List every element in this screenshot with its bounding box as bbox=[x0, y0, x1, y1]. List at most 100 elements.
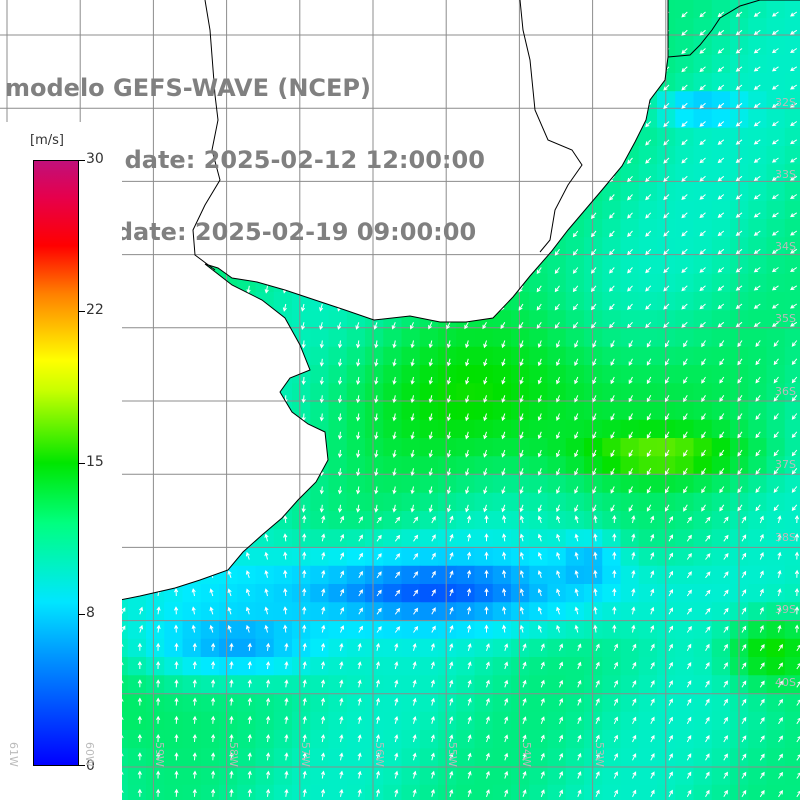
wind-arrow bbox=[771, 121, 779, 127]
wind-arrow bbox=[683, 413, 688, 421]
wind-arrow bbox=[737, 413, 743, 421]
wind-arrow bbox=[664, 486, 670, 494]
wind-arrow bbox=[593, 624, 598, 633]
wind-arrow bbox=[778, 644, 783, 652]
wind-arrow bbox=[376, 589, 382, 597]
wind-cell bbox=[492, 748, 512, 768]
wind-cell bbox=[584, 419, 603, 439]
colorbar-gradient bbox=[33, 160, 79, 766]
wind-cell bbox=[638, 237, 658, 257]
wind-cell bbox=[328, 711, 348, 731]
wind-arrow bbox=[394, 715, 399, 724]
wind-cell bbox=[419, 748, 439, 768]
wind-cell bbox=[620, 565, 640, 585]
wind-arrow bbox=[501, 468, 506, 476]
wind-arrow bbox=[410, 376, 415, 385]
wind-arrow bbox=[631, 569, 636, 578]
wind-cell bbox=[784, 602, 800, 622]
wind-arrow bbox=[773, 358, 779, 366]
wind-arrow bbox=[686, 698, 692, 706]
wind-cell bbox=[292, 693, 311, 713]
wind-arrow bbox=[796, 698, 800, 706]
wind-cell bbox=[200, 730, 220, 749]
wind-cell bbox=[675, 310, 695, 330]
wind-arrow bbox=[174, 715, 179, 724]
wind-cell bbox=[565, 474, 585, 494]
wind-cell bbox=[383, 675, 403, 695]
wind-arrow bbox=[681, 321, 688, 328]
wind-cell bbox=[675, 91, 695, 111]
wind-cell bbox=[456, 547, 476, 567]
wind-cell bbox=[492, 620, 512, 640]
wind-cell bbox=[401, 401, 421, 421]
wind-cell bbox=[492, 675, 512, 695]
wind-cell bbox=[219, 711, 238, 731]
wind-cell bbox=[693, 620, 713, 640]
wind-arrow bbox=[737, 504, 743, 512]
wind-cell bbox=[456, 474, 476, 494]
wind-cell bbox=[766, 584, 786, 603]
wind-arrow bbox=[590, 303, 597, 311]
wind-cell bbox=[693, 638, 713, 658]
wind-cell bbox=[620, 365, 640, 384]
wind-arrow bbox=[192, 660, 197, 670]
wind-cell bbox=[456, 383, 476, 403]
wind-cell bbox=[383, 346, 403, 366]
wind-arrow bbox=[612, 569, 617, 578]
wind-arrow bbox=[428, 431, 433, 440]
wind-cell bbox=[456, 529, 476, 549]
wind-cell bbox=[474, 456, 494, 476]
wind-arrow bbox=[466, 551, 472, 560]
wind-arrow bbox=[790, 139, 798, 145]
wind-arrow bbox=[449, 515, 454, 524]
wind-arrow bbox=[773, 467, 779, 475]
wind-arrow bbox=[590, 230, 597, 238]
wind-arrow bbox=[501, 486, 506, 495]
wind-arrow bbox=[483, 504, 488, 513]
wind-arrow bbox=[741, 516, 747, 524]
wind-cell bbox=[456, 456, 476, 476]
wind-arrow bbox=[777, 569, 782, 578]
wind-cell bbox=[182, 638, 202, 658]
wind-arrow bbox=[375, 679, 380, 688]
wind-arrow bbox=[753, 194, 761, 200]
wind-cell bbox=[748, 675, 768, 695]
wind-cell bbox=[438, 346, 457, 366]
wind-arrow bbox=[302, 642, 307, 651]
wind-cell bbox=[584, 237, 603, 257]
wind-cell bbox=[584, 620, 603, 640]
wind-arrow bbox=[413, 625, 419, 633]
wind-arrow bbox=[284, 734, 289, 743]
wind-arrow bbox=[265, 679, 271, 688]
wind-arrow bbox=[357, 661, 362, 670]
wind-cell bbox=[602, 438, 622, 457]
wind-cell bbox=[492, 492, 512, 512]
wind-arrow bbox=[409, 322, 414, 330]
wind-cell bbox=[200, 657, 220, 676]
wind-arrow bbox=[771, 212, 779, 218]
wind-cell bbox=[693, 474, 713, 494]
wind-cell bbox=[584, 310, 603, 330]
wind-cell bbox=[748, 511, 768, 530]
wind-arrow bbox=[753, 29, 761, 36]
wind-cell bbox=[529, 310, 549, 330]
wind-arrow bbox=[794, 551, 800, 560]
wind-arrow bbox=[556, 533, 561, 542]
wind-arrow bbox=[446, 376, 451, 385]
wind-cell bbox=[237, 620, 257, 640]
wind-arrow bbox=[446, 413, 451, 422]
wind-arrow bbox=[467, 643, 472, 651]
wind-arrow bbox=[699, 212, 706, 219]
wind-arrow bbox=[632, 734, 637, 743]
wind-cell bbox=[675, 273, 695, 293]
wind-arrow bbox=[645, 175, 652, 183]
wind-cell bbox=[766, 54, 786, 74]
wind-arrow bbox=[137, 660, 142, 670]
wind-cell bbox=[565, 565, 585, 585]
wind-arrow bbox=[500, 322, 506, 330]
wind-arrow bbox=[522, 771, 527, 779]
wind-arrow bbox=[723, 753, 728, 761]
wind-cell bbox=[657, 109, 676, 129]
wind-arrow bbox=[229, 770, 234, 779]
wind-cell bbox=[675, 255, 695, 275]
